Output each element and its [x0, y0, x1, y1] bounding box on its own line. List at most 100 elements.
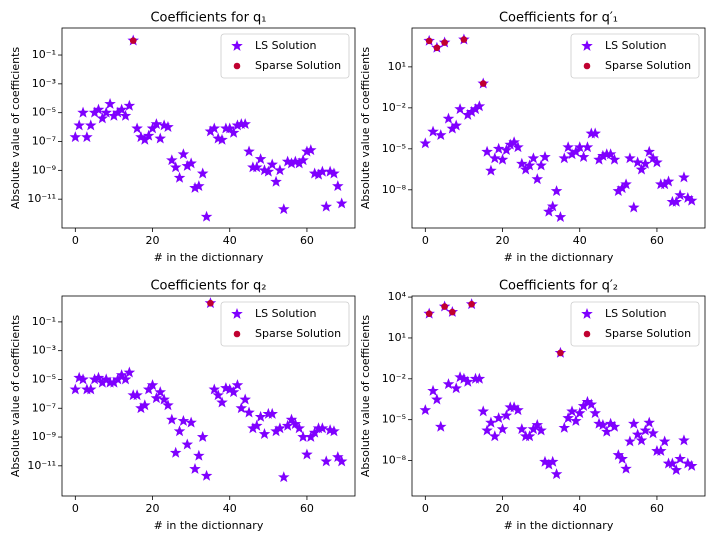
point — [320, 455, 333, 467]
x-tick-label: 40 — [573, 234, 587, 247]
point — [123, 366, 136, 378]
point — [589, 407, 601, 419]
y-tick-label: 10⁻³ — [32, 77, 56, 90]
point — [146, 379, 159, 391]
point — [293, 422, 305, 434]
point — [604, 148, 617, 160]
point — [258, 428, 271, 439]
point — [516, 423, 528, 435]
point — [535, 424, 547, 436]
point — [332, 451, 344, 463]
legend-box — [570, 33, 700, 79]
point — [231, 379, 244, 391]
point — [96, 112, 109, 124]
panel-title: Coefficients for q′₂ — [499, 279, 618, 294]
y-tick-label: 10⁻⁸ — [382, 183, 407, 196]
point — [92, 371, 105, 383]
x-tick-label: 60 — [300, 502, 314, 515]
legend-label: Sparse Solution — [605, 327, 691, 340]
point — [427, 384, 439, 396]
point — [546, 200, 559, 212]
point — [335, 197, 348, 209]
y-tick-label: 10⁻⁹ — [32, 163, 56, 176]
point — [573, 407, 586, 419]
point — [441, 303, 448, 310]
legend-marker — [583, 330, 591, 338]
point — [608, 420, 621, 432]
axes-frame — [411, 27, 706, 229]
point — [208, 122, 221, 134]
y-tick-label: 10⁻¹ — [32, 48, 56, 61]
point — [208, 383, 221, 395]
legend-label: Sparse Solution — [255, 327, 341, 340]
panel-title: Coefficients for q₂ — [150, 279, 266, 294]
legend-label: LS Solution — [605, 39, 666, 52]
point — [169, 161, 182, 173]
point — [492, 412, 505, 424]
y-tick-label: 10⁻¹ — [32, 315, 56, 328]
point — [289, 417, 302, 429]
point — [216, 396, 228, 408]
point — [115, 369, 128, 381]
point — [69, 131, 82, 143]
point — [477, 405, 489, 417]
point — [489, 152, 501, 164]
x-axis-label: # in the dictionnary — [154, 519, 264, 532]
point — [589, 127, 601, 139]
point — [441, 39, 448, 46]
x-tick-label: 0 — [422, 502, 429, 515]
point — [301, 448, 313, 460]
point — [162, 399, 174, 411]
point — [308, 426, 321, 438]
y-tick-label: 10⁻⁹ — [32, 430, 56, 443]
point — [278, 203, 290, 215]
point — [262, 165, 275, 177]
x-tick-label: 60 — [650, 234, 664, 247]
axes-frame — [61, 295, 356, 497]
point — [485, 164, 497, 176]
point — [523, 159, 536, 171]
point — [84, 383, 97, 395]
point — [169, 446, 182, 458]
point — [150, 118, 163, 130]
point — [516, 157, 528, 169]
point — [631, 156, 644, 168]
point — [305, 144, 317, 156]
legend-box — [570, 301, 700, 347]
point — [285, 413, 298, 425]
point — [678, 171, 690, 183]
point — [550, 185, 563, 197]
point — [662, 175, 675, 187]
point — [181, 438, 194, 450]
point — [442, 112, 455, 124]
point — [496, 153, 509, 165]
legend-label: Sparse Solution — [605, 59, 691, 72]
point — [543, 205, 555, 217]
point — [100, 106, 112, 118]
point — [200, 469, 213, 481]
point — [535, 159, 547, 171]
point — [643, 416, 655, 428]
point — [119, 109, 132, 121]
point — [254, 410, 267, 422]
legend-marker — [231, 39, 243, 51]
point — [643, 145, 655, 157]
x-tick-label: 20 — [146, 234, 160, 247]
point — [207, 299, 214, 307]
point — [434, 420, 447, 432]
point — [577, 150, 590, 162]
point — [600, 425, 613, 437]
point — [628, 201, 640, 213]
point — [154, 132, 167, 144]
point — [193, 180, 205, 192]
point — [566, 405, 578, 417]
legend-box — [220, 301, 350, 347]
point — [546, 455, 559, 467]
point — [92, 103, 105, 115]
point — [266, 158, 278, 170]
y-tick-label: 10⁴ — [388, 290, 407, 303]
point — [639, 424, 652, 436]
point — [531, 173, 544, 185]
x-axis-label: # in the dictionnary — [504, 251, 614, 264]
x-tick-label: 0 — [72, 234, 79, 247]
